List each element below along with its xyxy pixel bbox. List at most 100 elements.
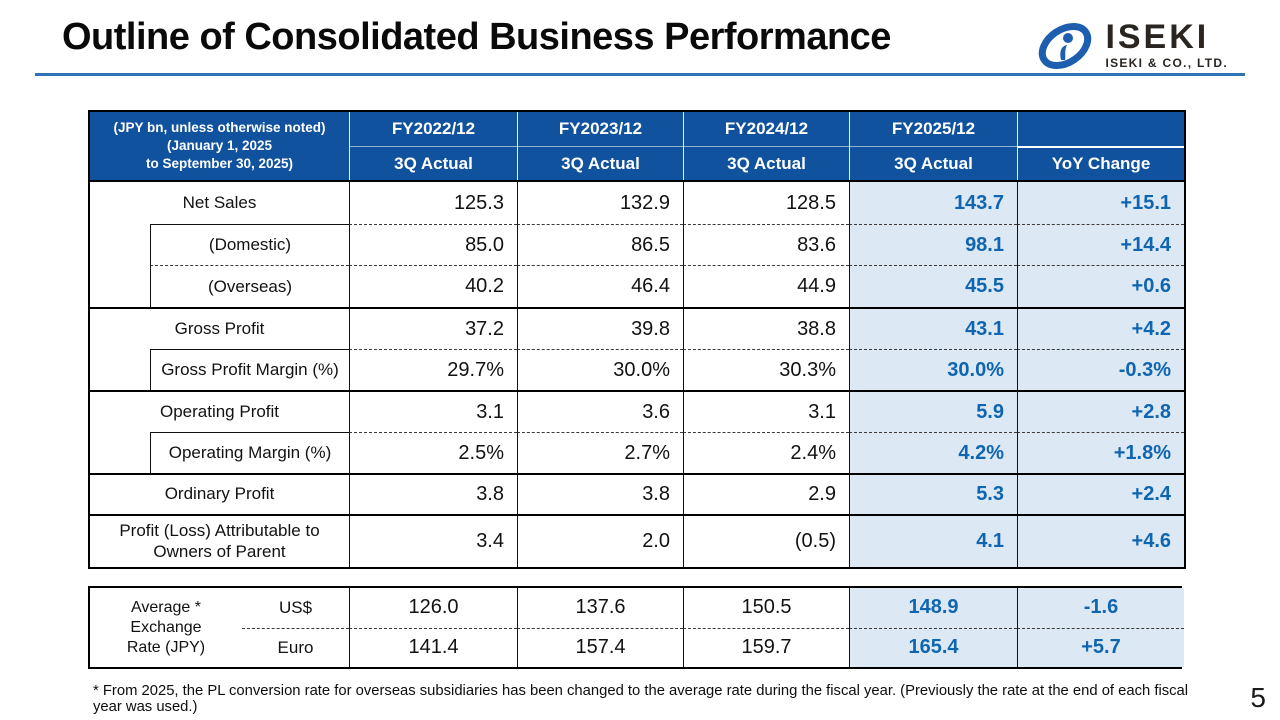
value-cell-current: 165.4 — [849, 627, 1017, 667]
exchange-rate-label-line: Exchange — [130, 618, 202, 636]
table-row-gross-profit: Gross Profit 37.2 39.8 38.8 43.1 +4.2 — [90, 307, 1184, 349]
row-label: (Overseas) — [150, 265, 349, 307]
value-cell: 3.6 — [517, 392, 683, 432]
row-label-wrap: (Overseas) — [90, 265, 349, 307]
table-unit-note: (JPY bn, unless otherwise noted) (Januar… — [90, 112, 349, 180]
value-cell-current: 30.0% — [849, 349, 1017, 390]
value-cell-current: 43.1 — [849, 309, 1017, 349]
exchange-rate-table: Average * Exchange Rate (JPY) US$ 126.0 … — [88, 586, 1184, 669]
fiscal-year-label: FY2023/12 — [558, 119, 643, 138]
exchange-rate-label-line: Rate (JPY) — [126, 638, 206, 656]
footnote: * From 2025, the PL conversion rate for … — [93, 683, 1189, 715]
value-cell: 46.4 — [517, 265, 683, 307]
value-cell: 2.4% — [683, 432, 849, 473]
fx-row-usd: US$ 126.0 137.6 150.5 148.9 -1.6 — [242, 588, 1184, 628]
value-cell: 125.3 — [349, 182, 517, 224]
subheader-label: 3Q Actual — [350, 146, 517, 180]
row-label: Operating Margin (%) — [150, 432, 349, 473]
row-label: (Domestic) — [150, 224, 349, 265]
header-col-fy2025: FY2025/12 3Q Actual — [849, 112, 1017, 180]
table-row-domestic: (Domestic) 85.0 86.5 83.6 98.1 +14.4 — [90, 224, 1184, 265]
value-cell-yoy: +2.8 — [1017, 392, 1184, 432]
title-underline — [35, 73, 1245, 76]
value-cell-current: 5.9 — [849, 392, 1017, 432]
value-cell-yoy: +15.1 — [1017, 182, 1184, 224]
header-col-fy2022: FY2022/12 3Q Actual — [349, 112, 517, 180]
value-cell: 30.3% — [683, 349, 849, 390]
table-row-ordinary-profit: Ordinary Profit 3.8 3.8 2.9 5.3 +2.4 — [90, 473, 1184, 514]
value-cell: 83.6 — [683, 224, 849, 265]
table-row-overseas: (Overseas) 40.2 46.4 44.9 45.5 +0.6 — [90, 265, 1184, 307]
header-col-fy2023: FY2023/12 3Q Actual — [517, 112, 683, 180]
value-cell-yoy: +1.8% — [1017, 432, 1184, 473]
value-cell: 2.9 — [683, 475, 849, 514]
exchange-rate-body: US$ 126.0 137.6 150.5 148.9 -1.6 Euro 14… — [242, 588, 1184, 667]
value-cell: 3.8 — [517, 475, 683, 514]
row-label-wrap: (Domestic) — [90, 224, 349, 265]
value-cell: 2.5% — [349, 432, 517, 473]
value-cell-yoy: +4.2 — [1017, 309, 1184, 349]
value-cell: 3.1 — [349, 392, 517, 432]
value-cell-current: 148.9 — [849, 588, 1017, 628]
value-cell: 39.8 — [517, 309, 683, 349]
logo-brand: ISEKI — [1105, 18, 1210, 56]
value-cell-yoy: +2.4 — [1017, 475, 1184, 514]
value-cell: 141.4 — [349, 627, 517, 667]
iseki-logo-icon — [1039, 22, 1092, 70]
value-cell: 38.8 — [683, 309, 849, 349]
value-cell-current: 143.7 — [849, 182, 1017, 224]
value-cell: 3.4 — [349, 516, 517, 567]
value-cell: 159.7 — [683, 627, 849, 667]
value-cell: 2.7% — [517, 432, 683, 473]
subheader-label: 3Q Actual — [850, 146, 1017, 180]
value-cell: 137.6 — [517, 588, 683, 628]
fiscal-year-label: FY2022/12 — [391, 119, 476, 138]
fx-row-euro: Euro 141.4 157.4 159.7 165.4 +5.7 — [242, 627, 1184, 668]
value-cell: 44.9 — [683, 265, 849, 307]
value-cell-current: 98.1 — [849, 224, 1017, 265]
currency-label: US$ — [278, 597, 313, 617]
exchange-rate-label: Average * Exchange Rate (JPY) — [90, 588, 242, 667]
table-row-operating-profit: Operating Profit 3.1 3.6 3.1 5.9 +2.8 — [90, 390, 1184, 432]
value-cell-current: 45.5 — [849, 265, 1017, 307]
row-label: Gross Profit Margin (%) — [150, 349, 349, 390]
row-label: Net Sales — [182, 192, 257, 212]
value-cell: 37.2 — [349, 309, 517, 349]
row-label: Operating Profit — [159, 401, 280, 421]
subheader-label: 3Q Actual — [684, 146, 849, 180]
row-label: Profit (Loss) Attributable to Owners of … — [119, 521, 320, 561]
value-cell: 40.2 — [349, 265, 517, 307]
value-cell: 3.8 — [349, 475, 517, 514]
value-cell: 3.1 — [683, 392, 849, 432]
unit-note-line: to September 30, 2025) — [145, 155, 294, 171]
value-cell: 126.0 — [349, 588, 517, 628]
value-cell: 2.0 — [517, 516, 683, 567]
value-cell-yoy: +14.4 — [1017, 224, 1184, 265]
row-label: Gross Profit — [174, 318, 265, 338]
table-header: (JPY bn, unless otherwise noted) (Januar… — [90, 112, 1184, 182]
fiscal-year-label: FY2025/12 — [891, 119, 976, 138]
header-col-fy2024: FY2024/12 3Q Actual — [683, 112, 849, 180]
page-title: Outline of Consolidated Business Perform… — [62, 16, 891, 58]
row-label-wrap: Operating Margin (%) — [90, 432, 349, 473]
value-cell-yoy: -0.3% — [1017, 349, 1184, 390]
value-cell: 150.5 — [683, 588, 849, 628]
unit-note-line: (January 1, 2025 — [166, 138, 273, 154]
value-cell-current: 5.3 — [849, 475, 1017, 514]
value-cell: (0.5) — [683, 516, 849, 567]
page-number: 5 — [1250, 682, 1266, 713]
logo-company: ISEKI & CO., LTD. — [1105, 56, 1228, 70]
iseki-logo: ISEKI ISEKI & CO., LTD. — [1034, 18, 1228, 72]
value-cell: 86.5 — [517, 224, 683, 265]
value-cell-yoy: +4.6 — [1017, 516, 1184, 567]
table-row-net-sales: Net Sales 125.3 132.9 128.5 143.7 +15.1 — [90, 182, 1184, 224]
performance-table: (JPY bn, unless otherwise noted) (Januar… — [88, 110, 1186, 569]
header-blank-cell — [1018, 112, 1184, 146]
value-cell-yoy: +5.7 — [1017, 627, 1184, 667]
table-row-profit-attributable: Profit (Loss) Attributable to Owners of … — [90, 514, 1184, 567]
currency-label: Euro — [242, 627, 349, 668]
subheader-label: 3Q Actual — [518, 146, 683, 180]
iseki-logo-text: ISEKI ISEKI & CO., LTD. — [1105, 20, 1228, 70]
header-col-yoy: YoY Change — [1017, 112, 1184, 180]
row-label-wrap: Gross Profit Margin (%) — [90, 349, 349, 390]
